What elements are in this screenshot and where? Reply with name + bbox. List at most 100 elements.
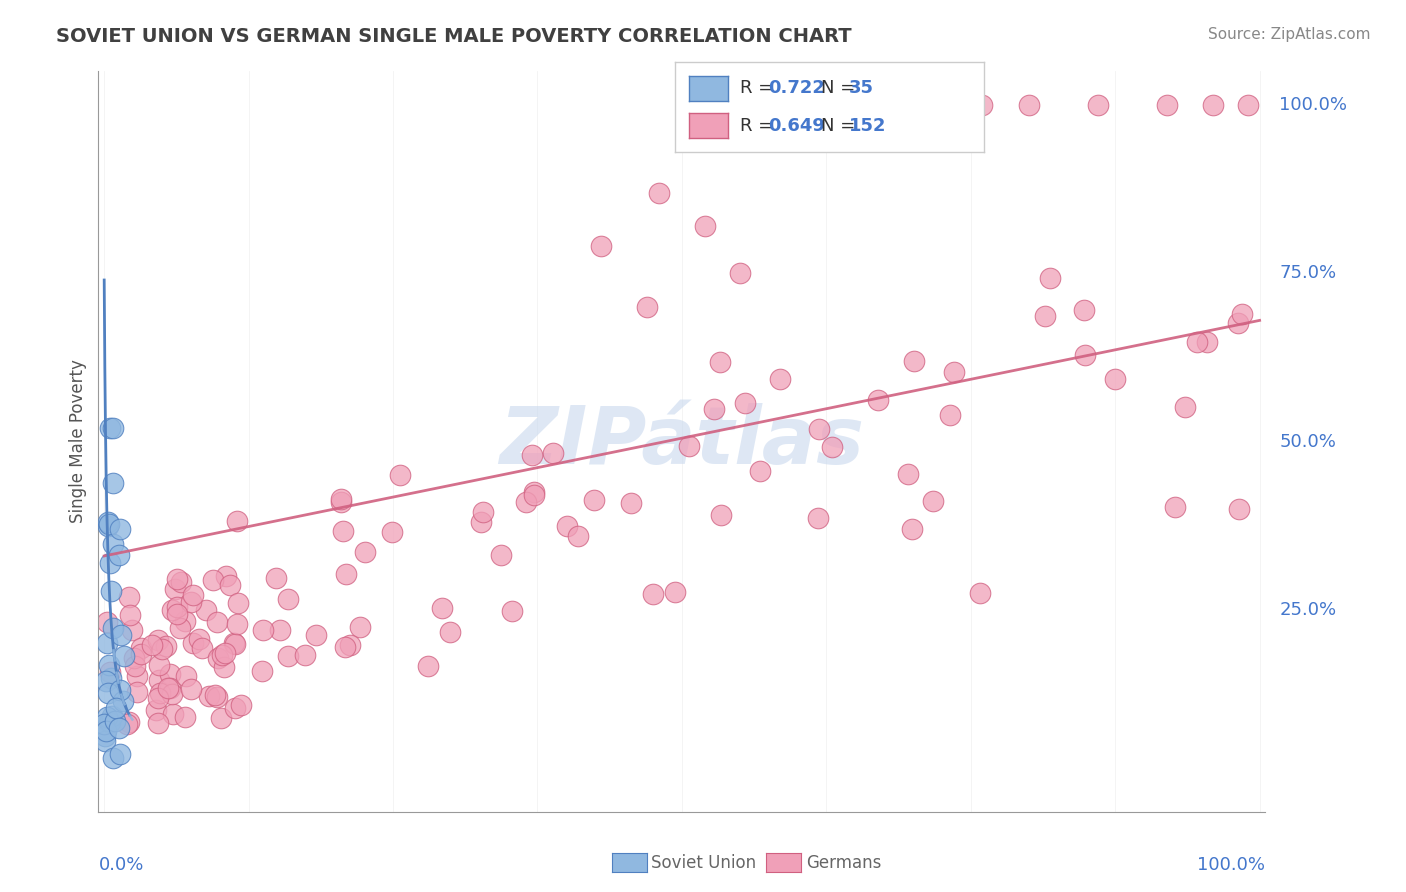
Point	[734, 396, 756, 410]
Point	[101, 621, 124, 635]
Text: 152: 152	[849, 117, 887, 135]
Point	[332, 524, 354, 538]
Point	[97, 715, 120, 730]
Point	[515, 495, 537, 509]
Point	[523, 485, 546, 500]
Text: ZIPátlas: ZIPátlas	[499, 402, 865, 481]
Point	[925, 98, 948, 112]
Point	[191, 641, 214, 656]
Point	[98, 421, 121, 435]
Point	[169, 575, 191, 590]
Point	[188, 632, 211, 647]
Point	[96, 615, 118, 630]
Point	[98, 665, 121, 680]
Text: SOVIET UNION VS GERMAN SINGLE MALE POVERTY CORRELATION CHART: SOVIET UNION VS GERMAN SINGLE MALE POVER…	[56, 27, 852, 45]
Text: Source: ZipAtlas.com: Source: ZipAtlas.com	[1208, 27, 1371, 42]
Point	[104, 714, 127, 729]
Point	[181, 588, 204, 602]
Point	[148, 673, 170, 687]
Point	[1073, 303, 1095, 318]
Point	[141, 638, 163, 652]
Point	[636, 300, 658, 314]
Point	[620, 496, 643, 510]
Point	[1174, 400, 1197, 414]
Point	[226, 616, 249, 631]
Point	[1195, 334, 1218, 349]
Point	[159, 666, 181, 681]
Point	[93, 717, 115, 731]
Point	[664, 584, 686, 599]
Point	[583, 492, 606, 507]
Point	[103, 421, 125, 435]
Point	[678, 439, 700, 453]
Text: 0.649: 0.649	[768, 117, 824, 135]
Point	[97, 516, 120, 530]
Point	[211, 648, 233, 662]
Point	[97, 519, 120, 533]
Point	[354, 545, 377, 559]
Point	[105, 700, 128, 714]
Point	[250, 664, 273, 678]
Point	[96, 723, 118, 738]
Point	[212, 660, 235, 674]
Point	[166, 573, 188, 587]
Point	[180, 595, 202, 609]
Point	[1227, 502, 1250, 516]
Point	[922, 494, 945, 508]
Point	[117, 715, 139, 730]
Point	[1202, 98, 1225, 112]
Point	[900, 522, 922, 536]
Point	[101, 475, 124, 490]
Point	[439, 624, 461, 639]
Point	[1185, 335, 1208, 350]
Point	[1156, 98, 1178, 112]
Point	[1232, 307, 1254, 321]
Text: 0.0%: 0.0%	[98, 856, 143, 874]
Point	[277, 648, 299, 663]
Point	[1033, 309, 1056, 323]
Point	[1104, 372, 1126, 386]
Point	[252, 623, 274, 637]
Text: R =: R =	[740, 79, 779, 97]
Point	[97, 686, 120, 700]
Point	[329, 491, 352, 506]
Point	[897, 467, 920, 481]
Point	[520, 448, 543, 462]
Point	[100, 671, 122, 685]
Point	[1237, 98, 1260, 112]
Point	[160, 687, 183, 701]
Point	[209, 711, 232, 725]
Point	[879, 98, 901, 112]
Point	[501, 604, 523, 618]
Point	[112, 648, 135, 663]
Point	[728, 266, 751, 280]
Text: 100.0%: 100.0%	[1279, 96, 1347, 114]
Point	[810, 98, 832, 112]
Point	[214, 646, 236, 660]
Point	[98, 556, 121, 570]
Point	[901, 98, 924, 112]
Point	[98, 517, 121, 532]
Text: 25.0%: 25.0%	[1279, 601, 1337, 619]
Point	[100, 584, 122, 599]
Point	[943, 365, 966, 379]
Point	[198, 690, 221, 704]
Point	[641, 587, 664, 601]
Point	[122, 650, 145, 665]
Point	[131, 640, 153, 655]
Point	[703, 402, 725, 417]
Point	[939, 408, 962, 422]
Point	[388, 467, 411, 482]
Point	[115, 717, 138, 731]
Point	[225, 515, 247, 529]
Point	[110, 627, 132, 641]
Point	[749, 464, 772, 478]
Point	[335, 566, 357, 581]
Point	[94, 734, 117, 748]
Y-axis label: Single Male Poverty: Single Male Poverty	[69, 359, 87, 524]
Point	[155, 639, 177, 653]
Point	[903, 354, 925, 368]
Point	[1164, 500, 1187, 514]
Point	[541, 446, 564, 460]
Point	[330, 494, 353, 508]
